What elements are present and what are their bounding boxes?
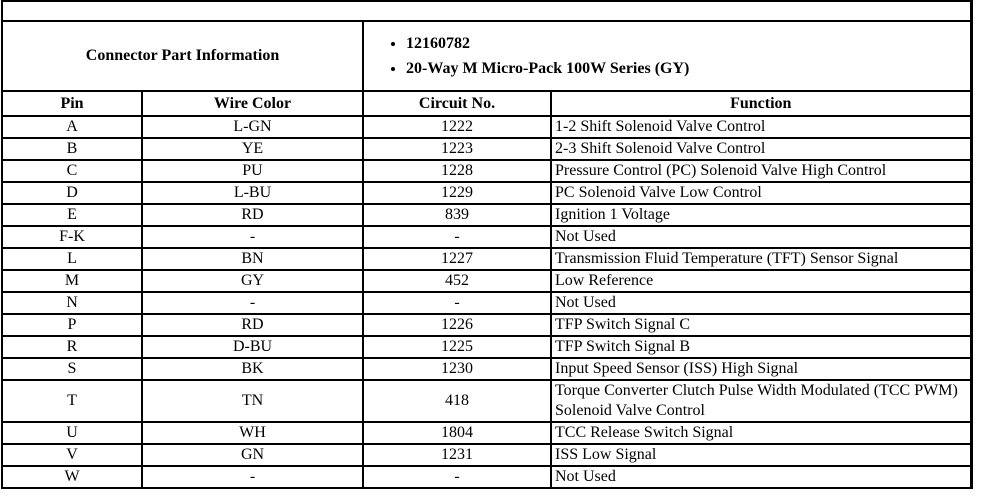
circuit-no-cell: 1229 <box>362 181 552 205</box>
table-row: B YE 1223 2-3 Shift Solenoid Valve Contr… <box>1 137 973 161</box>
function-cell: Transmission Fluid Temperature (TFT) Sen… <box>550 247 973 271</box>
wire-color-cell: - <box>141 225 364 249</box>
table-row: N - - Not Used <box>1 291 973 315</box>
function-cell: Not Used <box>550 225 973 249</box>
connector-part-info-title: Connector Part Information <box>1 20 364 92</box>
circuit-no-cell: 1223 <box>362 137 552 161</box>
wire-color-cell: BK <box>141 357 364 381</box>
header-pin: Pin <box>1 90 143 117</box>
cutoff-cell <box>1 0 973 22</box>
part-number-item: 12160782 <box>406 34 968 54</box>
wire-color-cell: WH <box>141 421 364 445</box>
function-cell: Ignition 1 Voltage <box>550 203 973 227</box>
table-row: T TN 418 Torque Converter Clutch Pulse W… <box>1 379 973 423</box>
circuit-no-cell: 1225 <box>362 335 552 359</box>
wire-color-cell: - <box>141 291 364 315</box>
table-body: A L-GN 1222 1-2 Shift Solenoid Valve Con… <box>1 115 973 489</box>
table-row: U WH 1804 TCC Release Switch Signal <box>1 421 973 445</box>
table-header-area: Connector Part Information 12160782 20-W… <box>1 0 973 117</box>
circuit-no-cell: 1804 <box>362 421 552 445</box>
wire-color-cell: L-BU <box>141 181 364 205</box>
function-cell: Not Used <box>550 291 973 315</box>
function-cell: ISS Low Signal <box>550 443 973 467</box>
wire-color-cell: L-GN <box>141 115 364 139</box>
table-row: E RD 839 Ignition 1 Voltage <box>1 203 973 227</box>
wire-color-cell: GY <box>141 269 364 293</box>
function-cell: Torque Converter Clutch Pulse Width Modu… <box>550 379 973 423</box>
function-cell: TFP Switch Signal B <box>550 335 973 359</box>
pin-cell: R <box>1 335 143 359</box>
function-cell: Not Used <box>550 465 973 489</box>
circuit-no-cell: 1228 <box>362 159 552 183</box>
circuit-no-cell: 1230 <box>362 357 552 381</box>
table-row: L BN 1227 Transmission Fluid Temperature… <box>1 247 973 271</box>
table-row: C PU 1228 Pressure Control (PC) Solenoid… <box>1 159 973 183</box>
circuit-no-cell: 452 <box>362 269 552 293</box>
pin-cell: C <box>1 159 143 183</box>
table-row: V GN 1231 ISS Low Signal <box>1 443 973 467</box>
series-description-item: 20-Way M Micro-Pack 100W Series (GY) <box>406 59 968 79</box>
pin-cell: P <box>1 313 143 337</box>
pin-cell: E <box>1 203 143 227</box>
pin-cell: W <box>1 465 143 489</box>
header-wire-color: Wire Color <box>141 90 364 117</box>
connector-part-numbers-cell: 12160782 20-Way M Micro-Pack 100W Series… <box>362 20 973 92</box>
circuit-no-cell: 1231 <box>362 443 552 467</box>
pin-cell: F-K <box>1 225 143 249</box>
function-cell: Input Speed Sensor (ISS) High Signal <box>550 357 973 381</box>
circuit-no-cell: 418 <box>362 379 552 423</box>
function-cell: TCC Release Switch Signal <box>550 421 973 445</box>
pin-cell: L <box>1 247 143 271</box>
wire-color-cell: - <box>141 465 364 489</box>
table-row: P RD 1226 TFP Switch Signal C <box>1 313 973 337</box>
table-row: S BK 1230 Input Speed Sensor (ISS) High … <box>1 357 973 381</box>
circuit-no-cell: 839 <box>362 203 552 227</box>
wire-color-cell: BN <box>141 247 364 271</box>
function-cell: Pressure Control (PC) Solenoid Valve Hig… <box>550 159 973 183</box>
function-cell: PC Solenoid Valve Low Control <box>550 181 973 205</box>
function-cell: TFP Switch Signal C <box>550 313 973 337</box>
pin-cell: D <box>1 181 143 205</box>
table-row: R D-BU 1225 TFP Switch Signal B <box>1 335 973 359</box>
table-row: M GY 452 Low Reference <box>1 269 973 293</box>
pin-cell: N <box>1 291 143 315</box>
wire-color-cell: PU <box>141 159 364 183</box>
function-cell: Low Reference <box>550 269 973 293</box>
function-cell: 2-3 Shift Solenoid Valve Control <box>550 137 973 161</box>
wire-color-cell: D-BU <box>141 335 364 359</box>
function-cell: 1-2 Shift Solenoid Valve Control <box>550 115 973 139</box>
circuit-no-cell: 1222 <box>362 115 552 139</box>
connector-part-bullet-list: 12160782 20-Way M Micro-Pack 100W Series… <box>406 34 968 79</box>
pin-cell: B <box>1 137 143 161</box>
circuit-no-cell: 1226 <box>362 313 552 337</box>
column-header-row: Pin Wire Color Circuit No. Function <box>1 90 973 117</box>
pin-cell: V <box>1 443 143 467</box>
circuit-no-cell: - <box>362 465 552 489</box>
wire-color-cell: GN <box>141 443 364 467</box>
wire-color-cell: TN <box>141 379 364 423</box>
connector-pinout-table: Connector Part Information 12160782 20-W… <box>1 0 973 489</box>
table-row: F-K - - Not Used <box>1 225 973 249</box>
table-row: W - - Not Used <box>1 465 973 489</box>
header-function: Function <box>550 90 973 117</box>
header-circuit-no: Circuit No. <box>362 90 552 117</box>
table-row: D L-BU 1229 PC Solenoid Valve Low Contro… <box>1 181 973 205</box>
connector-part-info-row: Connector Part Information 12160782 20-W… <box>1 20 973 92</box>
pin-cell: T <box>1 379 143 423</box>
pin-cell: M <box>1 269 143 293</box>
circuit-no-cell: 1227 <box>362 247 552 271</box>
cutoff-row-above <box>1 0 973 22</box>
table-row: A L-GN 1222 1-2 Shift Solenoid Valve Con… <box>1 115 973 139</box>
wire-color-cell: YE <box>141 137 364 161</box>
circuit-no-cell: - <box>362 225 552 249</box>
pin-cell: A <box>1 115 143 139</box>
circuit-no-cell: - <box>362 291 552 315</box>
wire-color-cell: RD <box>141 313 364 337</box>
pin-cell: S <box>1 357 143 381</box>
wire-color-cell: RD <box>141 203 364 227</box>
pin-cell: U <box>1 421 143 445</box>
